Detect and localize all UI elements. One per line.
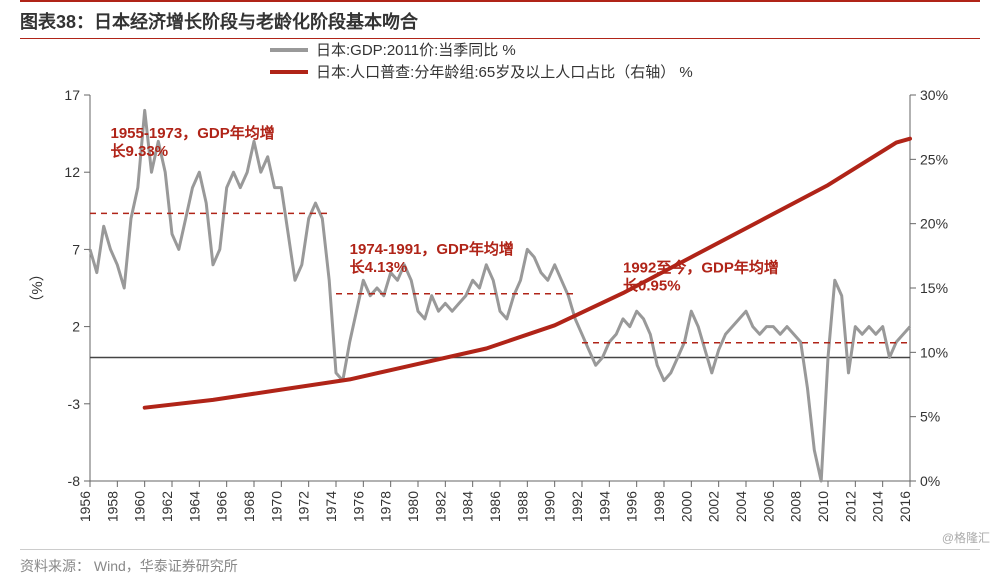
chart-area: -8 -3 2 7 12 17 （%） 0% 5% 10% 15% 20% 25% 30% 1956 1958… bbox=[20, 40, 980, 536]
title-bar: 图表38： 日本经济增长阶段与老龄化阶段基本吻合 bbox=[20, 0, 980, 39]
x-tick: 2014 bbox=[870, 491, 886, 522]
x-tick: 2016 bbox=[897, 491, 913, 522]
x-tick: 1976 bbox=[350, 491, 366, 522]
x-tick: 2004 bbox=[733, 491, 749, 522]
x-tick: 1966 bbox=[214, 491, 230, 522]
figure-title: 日本经济增长阶段与老龄化阶段基本吻合 bbox=[94, 8, 418, 34]
x-tick: 2002 bbox=[706, 491, 722, 522]
x-tick: 1962 bbox=[159, 491, 175, 522]
y-right-tick: 30% bbox=[920, 87, 948, 103]
x-tick: 1998 bbox=[651, 491, 667, 522]
x-tick: 1980 bbox=[405, 491, 421, 522]
gdp-line bbox=[90, 110, 910, 481]
source-text: Wind，华泰证券研究所 bbox=[94, 558, 238, 574]
x-tick: 1970 bbox=[268, 491, 284, 522]
x-tick: 1978 bbox=[378, 491, 394, 522]
x-tick: 1972 bbox=[296, 491, 312, 522]
x-tick: 2006 bbox=[760, 491, 776, 522]
y-left-tick: -3 bbox=[68, 396, 81, 412]
y-left-tick: 12 bbox=[64, 164, 80, 180]
legend-label: 日本:GDP:2011价:当季同比 % bbox=[316, 42, 516, 59]
y-left-tick: 17 bbox=[64, 87, 80, 103]
y-right-tick: 10% bbox=[920, 344, 948, 360]
x-tick: 1974 bbox=[323, 491, 339, 522]
x-tick: 1996 bbox=[624, 491, 640, 522]
y-left-tick: 2 bbox=[72, 319, 80, 335]
legend-label: 日本:人口普查:分年龄组:65岁及以上人口占比（右轴） % bbox=[316, 64, 693, 81]
y-right-tick: 0% bbox=[920, 473, 940, 489]
x-tick: 1988 bbox=[514, 491, 530, 522]
x-tick: 2000 bbox=[678, 491, 694, 522]
y-left-tick: -8 bbox=[68, 473, 81, 489]
x-tick: 1982 bbox=[432, 491, 448, 522]
source-label: 资料来源： bbox=[20, 558, 90, 574]
watermark: @格隆汇 bbox=[942, 529, 990, 546]
y-right-tick: 25% bbox=[920, 151, 948, 167]
x-tick: 1992 bbox=[569, 491, 585, 522]
annotation-text: 1955-1973，GDP年均增 bbox=[111, 124, 275, 142]
x-tick: 1994 bbox=[596, 491, 612, 522]
annotation-text: 长9.33% bbox=[111, 142, 169, 160]
annotation-text: 长4.13% bbox=[350, 258, 408, 276]
figure-frame: 图表38： 日本经济增长阶段与老龄化阶段基本吻合 -8 -3 2 7 12 17 （%） 0%… bbox=[0, 0, 1000, 586]
annotation-text: 1974-1991，GDP年均增 bbox=[350, 240, 514, 258]
aging-line bbox=[145, 139, 910, 408]
y-right-tick: 5% bbox=[920, 409, 940, 425]
chart-svg: -8 -3 2 7 12 17 （%） 0% 5% 10% 15% 20% 25% 30% 1956 1958… bbox=[20, 40, 980, 536]
x-tick: 1990 bbox=[542, 491, 558, 522]
y-right-tick: 20% bbox=[920, 216, 948, 232]
x-tick: 2012 bbox=[842, 491, 858, 522]
figure-number: 图表38： bbox=[20, 8, 94, 34]
x-tick: 1968 bbox=[241, 491, 257, 522]
x-tick: 2008 bbox=[788, 491, 804, 522]
y-left-tick: 7 bbox=[72, 241, 80, 257]
footer: 资料来源： Wind，华泰证券研究所 bbox=[20, 549, 980, 576]
x-tick: 1964 bbox=[186, 491, 202, 522]
annotation-text: 长0.95% bbox=[623, 277, 681, 295]
x-tick: 1986 bbox=[487, 491, 503, 522]
x-tick: 2010 bbox=[815, 491, 831, 522]
x-tick: 1960 bbox=[132, 491, 148, 522]
y-left-label: （%） bbox=[29, 266, 46, 309]
x-tick: 1956 bbox=[77, 491, 93, 522]
y-right-tick: 15% bbox=[920, 280, 948, 296]
x-tick: 1958 bbox=[104, 491, 120, 522]
x-tick: 1984 bbox=[460, 491, 476, 522]
annotation-text: 1992至今，GDP年均增 bbox=[623, 259, 779, 277]
